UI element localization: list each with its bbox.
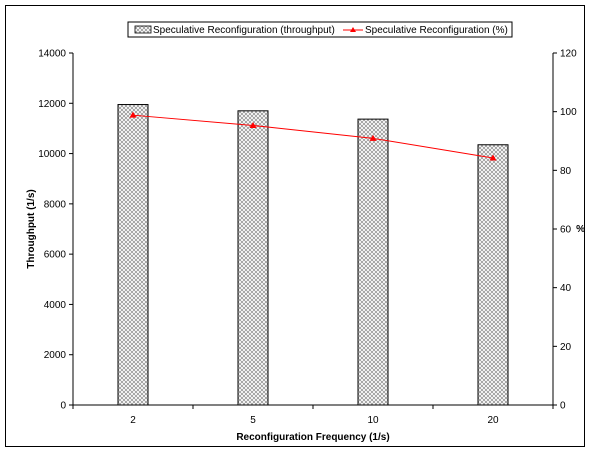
legend: Speculative Reconfiguration (throughput)… xyxy=(127,21,513,38)
y-right-tick-label: 20 xyxy=(560,342,572,353)
y-right-tick-label: 120 xyxy=(560,49,577,60)
legend-label-throughput: Speculative Reconfiguration (throughput) xyxy=(153,25,335,36)
bars xyxy=(117,104,509,406)
legend-triangle-marker xyxy=(350,27,356,32)
y-right-tick-label: 100 xyxy=(560,107,577,118)
x-axis-title: Reconfiguration Frequency (1/s) xyxy=(236,432,389,443)
percent-point-marker xyxy=(489,154,497,161)
x-tick-label: 10 xyxy=(367,415,379,426)
y-right-tick-label: 60 xyxy=(560,225,572,236)
y-left-tick-label: 4000 xyxy=(44,300,67,311)
y-left-tick-label: 14000 xyxy=(38,49,66,60)
y-left-tick-label: 12000 xyxy=(38,99,66,110)
legend-bar-swatch xyxy=(134,25,152,34)
throughput-bar xyxy=(237,110,269,406)
y-right-tick-label: 80 xyxy=(560,166,572,177)
y-left-tick-label: 6000 xyxy=(44,250,67,261)
y-right-tick-label: 40 xyxy=(560,283,572,294)
percent-point-marker xyxy=(369,134,377,141)
y-left-ticks: 0 2000 4000 6000 8000 10000 12000 14000 xyxy=(38,49,73,412)
throughput-bar xyxy=(117,104,149,406)
y-right-tick-label: 0 xyxy=(560,401,566,412)
legend-label-percent: Speculative Reconfiguration (%) xyxy=(365,25,508,36)
y-left-tick-label: 0 xyxy=(60,401,66,412)
x-ticks: 2 5 10 20 xyxy=(72,405,554,426)
y-right-ticks: 0 20 40 60 80 100 120 xyxy=(553,49,577,412)
y-axis-title: Throughput (1/s) xyxy=(26,189,37,268)
percent-line-series xyxy=(129,111,497,161)
throughput-bar xyxy=(477,144,509,406)
throughput-bar xyxy=(357,118,389,406)
y-left-tick-label: 8000 xyxy=(44,199,67,210)
percent-point-marker xyxy=(129,111,137,118)
percent-point-marker xyxy=(249,121,257,128)
x-tick-label: 2 xyxy=(130,415,136,426)
x-tick-label: 20 xyxy=(487,415,499,426)
x-tick-label: 5 xyxy=(250,415,256,426)
legend-box xyxy=(127,21,513,38)
y2-axis-title: % xyxy=(576,224,585,235)
percent-line xyxy=(132,114,494,159)
y-left-tick-label: 10000 xyxy=(38,149,66,160)
y-left-tick-label: 2000 xyxy=(44,350,67,361)
